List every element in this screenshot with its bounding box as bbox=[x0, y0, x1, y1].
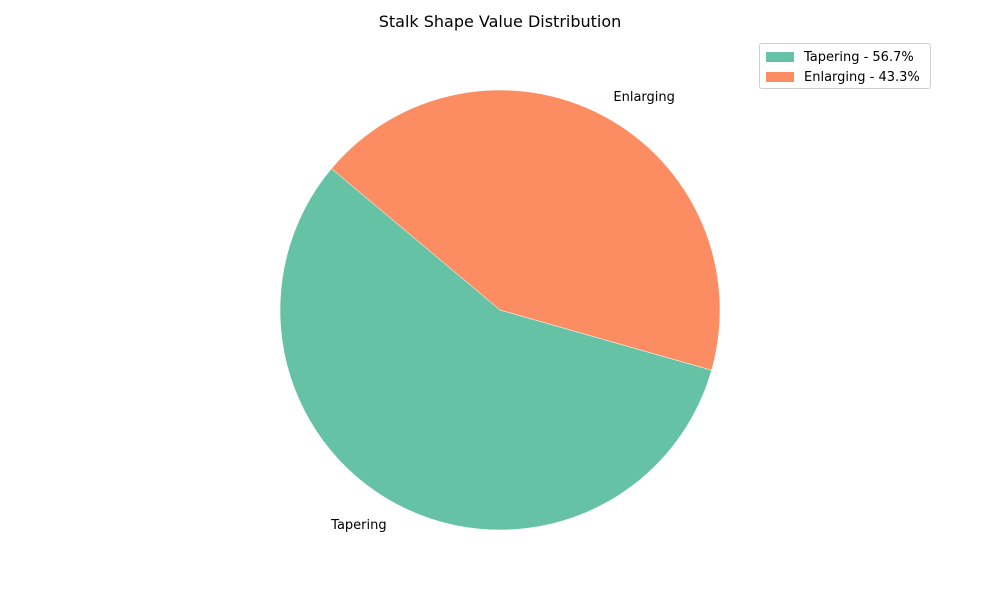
legend: Tapering - 56.7% Enlarging - 43.3% bbox=[759, 43, 931, 89]
pie-slice-tapering bbox=[279, 168, 712, 531]
legend-item-enlarging: Enlarging - 43.3% bbox=[766, 69, 920, 85]
legend-label-enlarging: Enlarging - 43.3% bbox=[804, 69, 920, 85]
legend-label-tapering: Tapering - 56.7% bbox=[804, 49, 914, 65]
pie-slice-enlarging bbox=[331, 89, 721, 371]
pie-label-enlarging: Enlarging bbox=[613, 90, 675, 105]
legend-item-tapering: Tapering - 56.7% bbox=[766, 49, 914, 65]
pie-label-tapering: Tapering bbox=[330, 518, 386, 533]
pie-slice-labels: Tapering Enlarging bbox=[330, 90, 675, 533]
pie-slices bbox=[279, 89, 721, 531]
legend-swatch-enlarging bbox=[766, 72, 794, 82]
chart-title: Stalk Shape Value Distribution bbox=[379, 12, 622, 31]
legend-swatch-tapering bbox=[766, 52, 794, 62]
